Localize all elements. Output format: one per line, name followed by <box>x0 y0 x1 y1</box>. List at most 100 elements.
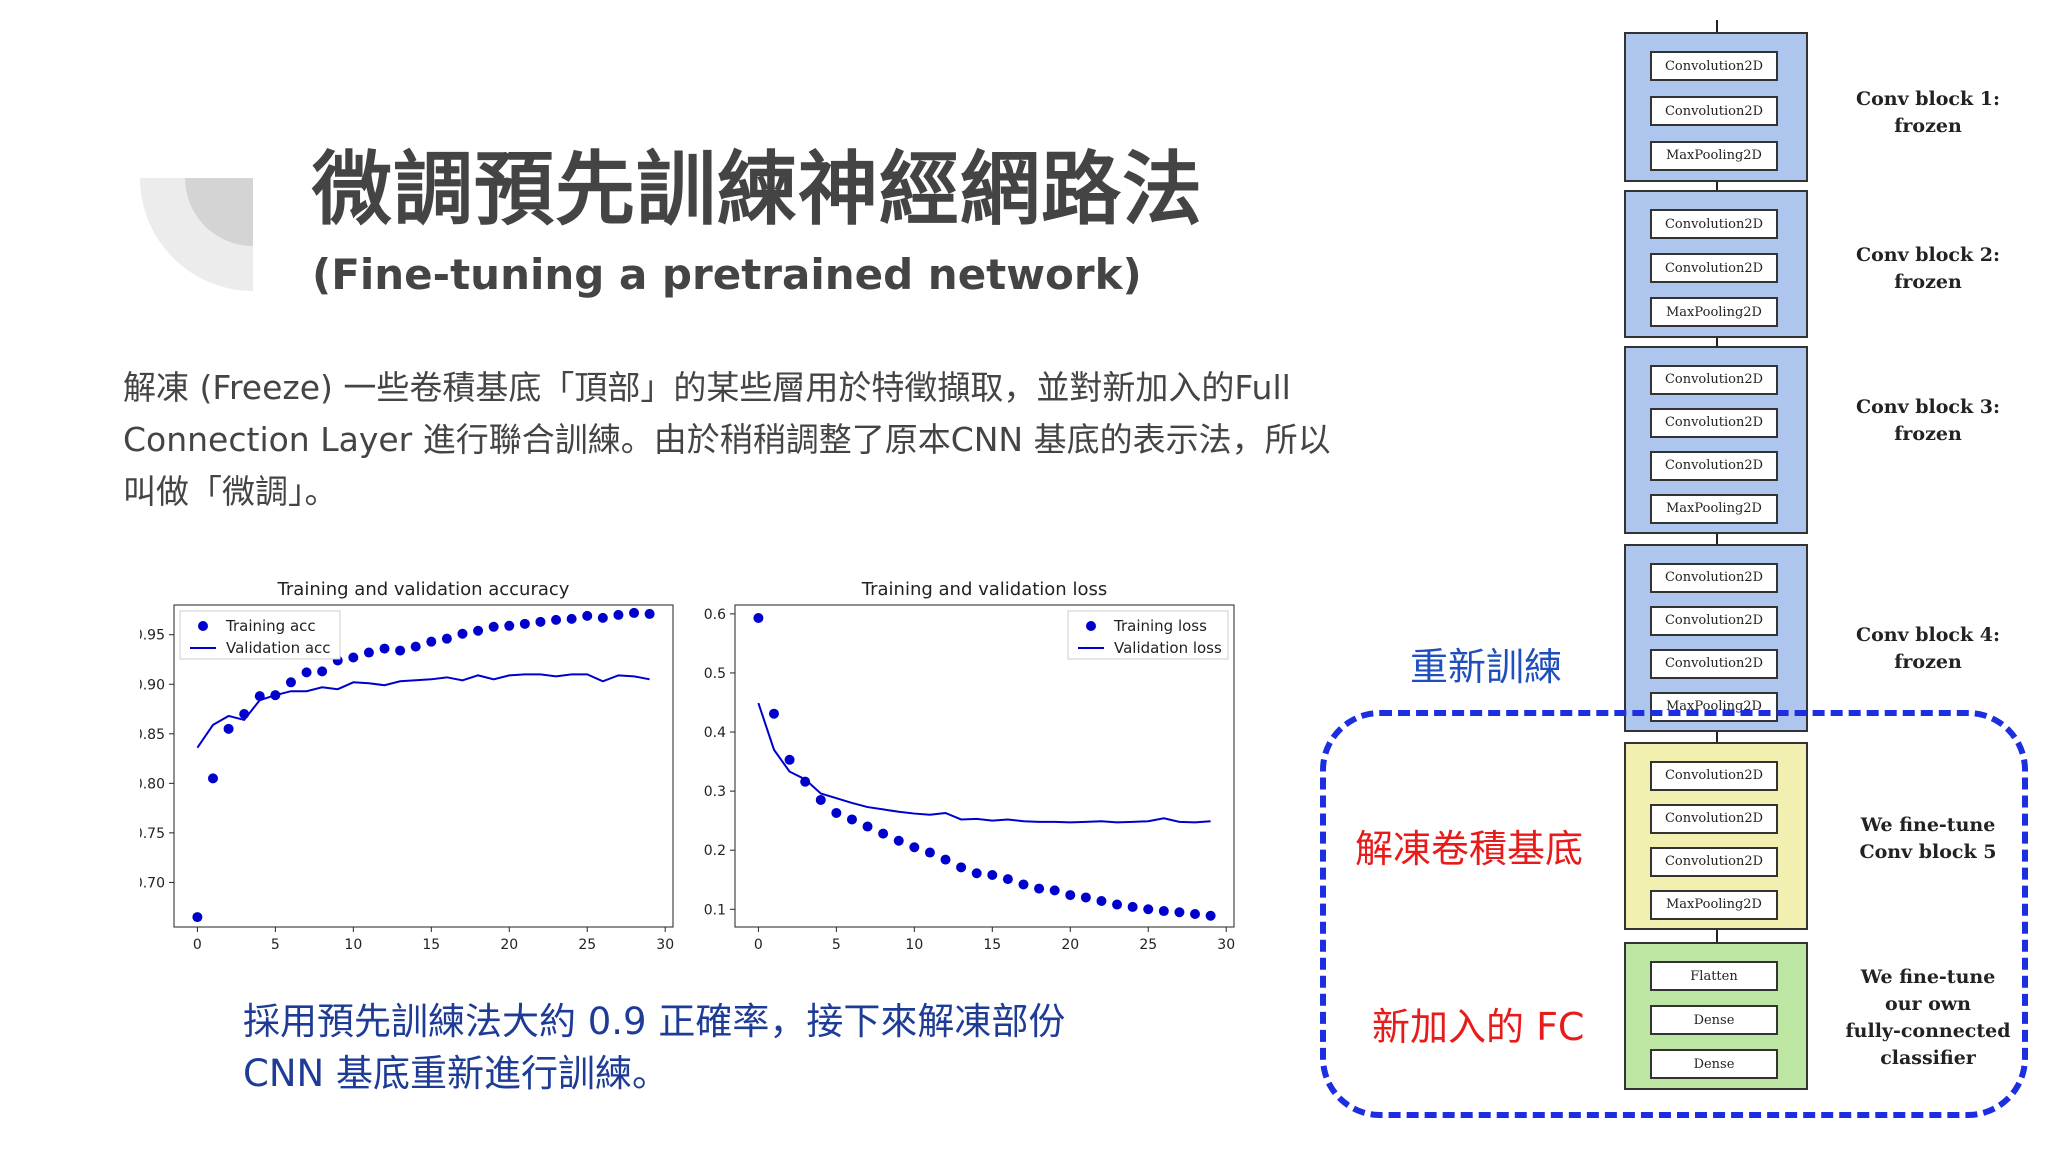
layer-box: Convolution2D <box>1650 648 1778 679</box>
data-point <box>644 608 655 619</box>
y-tick-label: 0.3 <box>704 784 726 800</box>
network-block-3: Convolution2D Convolution2D Convolution2D M… <box>1624 346 1808 534</box>
new-fc-label: 新加入的 FC <box>1372 1005 1585 1049</box>
data-point <box>457 628 468 639</box>
layer-box: Convolution2D <box>1650 450 1778 481</box>
chart-title: Training and validation accuracy <box>277 579 570 600</box>
body-line: 叫做「微調」。 <box>123 472 338 511</box>
layer-box: Convolution2D <box>1650 96 1778 126</box>
series-line <box>757 702 1211 824</box>
legend-box <box>1067 610 1229 660</box>
x-tick-label: 20 <box>1061 937 1079 953</box>
x-tick-label: 25 <box>578 937 596 953</box>
data-point <box>348 652 359 663</box>
x-tick-label: 5 <box>271 937 280 953</box>
data-point <box>629 607 640 618</box>
data-point <box>582 610 593 621</box>
y-tick-label: 0.6 <box>704 607 726 623</box>
y-tick-label: 0.80 <box>140 776 165 792</box>
x-tick-label: 30 <box>1217 937 1235 953</box>
series-line <box>196 673 650 749</box>
body-line: 解凍 (Freeze) 一些卷積基底「頂部」的某些層用於特徵擷取，並對新加入的F… <box>123 368 1291 407</box>
data-point <box>1143 904 1154 915</box>
data-point <box>441 633 452 644</box>
retrain-label: 重新訓練 <box>1410 645 1563 689</box>
layer-box: MaxPooling2D <box>1650 297 1778 327</box>
data-point <box>285 677 296 688</box>
legend-dot-marker <box>1086 621 1096 631</box>
block-label: We fine-tune Conv block 5 <box>1859 814 1997 863</box>
data-point <box>410 641 421 652</box>
layer-box: Convolution2D <box>1650 760 1778 791</box>
flow-arrow <box>1716 182 1718 190</box>
layer-box: Convolution2D <box>1650 562 1778 593</box>
data-point <box>488 621 499 632</box>
data-point <box>1080 892 1091 903</box>
retrain-dashed-outline <box>1320 710 2028 1118</box>
x-tick-label: 0 <box>193 937 202 953</box>
accuracy-chart: Training and validation accuracy 0 5 10 15 20… <box>140 579 674 953</box>
x-tick-label: 15 <box>983 937 1001 953</box>
x-tick-label: 10 <box>344 937 362 953</box>
network-block-1: Convolution2D Convolution2D MaxPooling2D <box>1624 32 1808 182</box>
layer-box: Convolution2D <box>1650 364 1778 395</box>
flow-arrow <box>1716 930 1718 942</box>
data-point <box>893 835 904 846</box>
body-line: Connection Layer 進行聯合訓練。由於稍稍調整了原本CNN 基底的… <box>123 420 1331 459</box>
data-point <box>597 612 608 623</box>
y-tick-label: 0.85 <box>140 727 165 743</box>
layer-box: MaxPooling2D <box>1650 140 1778 171</box>
data-point <box>504 620 515 631</box>
data-point <box>613 609 624 620</box>
data-point <box>473 625 484 636</box>
data-point <box>535 616 546 627</box>
data-point <box>831 807 842 818</box>
data-point <box>940 854 951 865</box>
data-point <box>768 708 779 719</box>
block-label: Conv block 2: frozen <box>1855 244 2001 293</box>
note-text: 採用預先訓練法大約 0.9 正確率，接下來解凍部份 CNN 基底重新進行訓練。 <box>243 996 1065 1100</box>
data-point <box>924 847 935 858</box>
plot-frame <box>173 604 674 928</box>
data-point <box>971 868 982 879</box>
data-point <box>909 842 920 853</box>
layer-box: Convolution2D <box>1650 253 1778 283</box>
note-line: 採用預先訓練法大約 0.9 正確率，接下來解凍部份 <box>243 1000 1066 1043</box>
data-point <box>379 643 390 654</box>
layer-box: Dense <box>1650 1049 1778 1079</box>
network-block-2: Convolution2D Convolution2D MaxPooling2D <box>1624 190 1808 338</box>
y-tick-label: 0.1 <box>704 902 726 918</box>
layer-box: Dense <box>1650 1005 1778 1035</box>
data-point <box>1049 885 1060 896</box>
data-point <box>1065 890 1076 901</box>
data-point <box>519 618 530 629</box>
y-tick-label: 0.70 <box>140 875 165 891</box>
data-point <box>1190 909 1201 920</box>
slide-subtitle: (Fine-tuning a pretrained network) <box>312 250 1142 299</box>
flow-arrow <box>1716 534 1718 544</box>
x-tick-label: 10 <box>905 937 923 953</box>
slide-title: 微調預先訓練神經網路法 <box>312 143 1203 236</box>
flow-arrow <box>1716 732 1718 742</box>
x-tick-label: 0 <box>754 937 763 953</box>
plot-frame <box>734 604 1235 928</box>
data-point <box>317 666 328 677</box>
data-point <box>878 828 889 839</box>
y-tick-label: 0.2 <box>704 843 726 859</box>
block-label: Conv block 1: frozen <box>1855 88 2001 137</box>
layer-box: MaxPooling2D <box>1650 493 1778 524</box>
legend-label: Training acc <box>225 617 316 635</box>
data-point <box>395 645 406 656</box>
data-point <box>753 612 764 623</box>
data-point <box>1096 896 1107 907</box>
legend-label: Training loss <box>1113 617 1207 635</box>
y-tick-label: 0.4 <box>704 725 726 741</box>
flow-arrow <box>1716 338 1718 346</box>
x-tick-label: 30 <box>656 937 674 953</box>
y-tick-label: 0.90 <box>140 677 165 693</box>
layer-box: Convolution2D <box>1650 846 1778 877</box>
legend-label: Validation acc <box>226 639 331 657</box>
legend-dot-marker <box>198 621 208 631</box>
layer-box: Convolution2D <box>1650 209 1778 239</box>
unfreeze-conv-base-label: 解凍卷積基底 <box>1355 827 1584 871</box>
